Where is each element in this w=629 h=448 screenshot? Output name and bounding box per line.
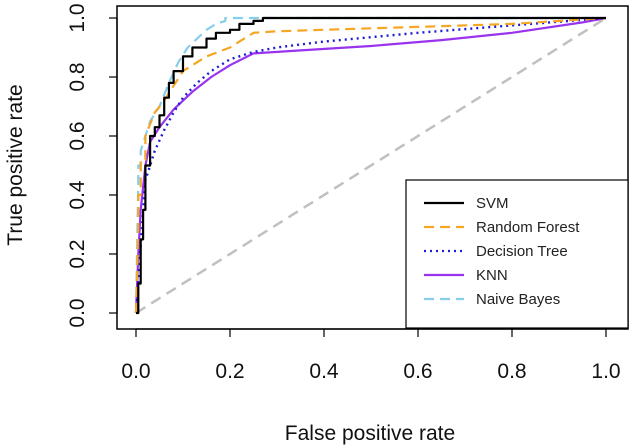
x-tick-label: 0.2 [215, 360, 244, 383]
y-tick-label: 1.0 [66, 3, 89, 32]
legend-label: Naive Bayes [476, 291, 560, 308]
x-axis-title: False positive rate [285, 422, 455, 445]
y-tick-label: 0.4 [66, 180, 89, 210]
series-layer [134, 16, 607, 315]
x-tick-label: 1.0 [591, 360, 620, 383]
series-line-decision-tree [134, 16, 607, 314]
legend-box [405, 179, 629, 329]
diagonal-layer [135, 16, 607, 315]
legend-label: Random Forest [476, 219, 580, 236]
y-tick-label: 0.8 [66, 62, 89, 91]
legend-label: SVM [476, 195, 509, 212]
series-line-random-forest [134, 16, 607, 314]
x-tick-label: 0.4 [309, 360, 339, 383]
legend: SVM Random Forest Decision Tree KNN Naive Ba… [405, 179, 629, 329]
legend-label: KNN [476, 267, 508, 284]
chance-diagonal [135, 16, 607, 315]
x-tick-label: 0.6 [403, 360, 432, 383]
y-tick-label: 0.0 [66, 298, 89, 327]
series-line-knn [134, 16, 607, 314]
axes-layer: 0.0 0.2 0.4 0.6 0.8 1.0 0.0 0.2 0.4 0.6 0.8 1.0 [66, 3, 629, 383]
series-line-svm [136, 16, 606, 315]
legend-label: Decision Tree [476, 243, 568, 260]
x-tick-label: 0.0 [121, 360, 150, 383]
y-tick-label: 0.2 [66, 239, 89, 268]
y-axis-title: True positive rate [4, 84, 27, 245]
y-tick-label: 0.6 [66, 121, 89, 150]
x-tick-label: 0.8 [497, 360, 526, 383]
